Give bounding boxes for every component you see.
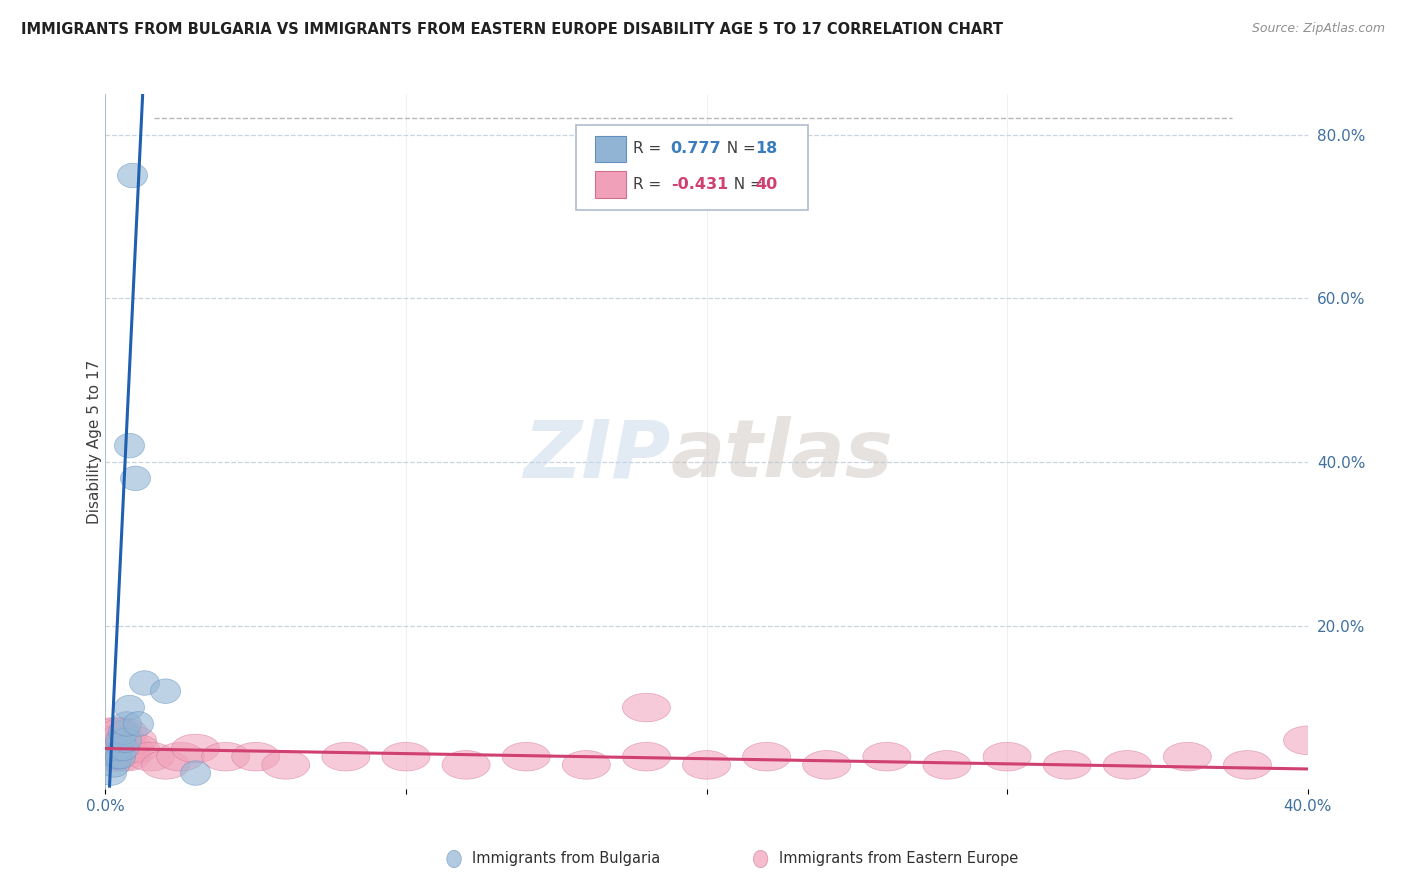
Ellipse shape bbox=[97, 761, 127, 785]
Ellipse shape bbox=[105, 734, 153, 763]
Ellipse shape bbox=[108, 736, 139, 761]
Text: R =: R = bbox=[633, 142, 666, 156]
Ellipse shape bbox=[84, 726, 132, 755]
Ellipse shape bbox=[172, 734, 219, 763]
Ellipse shape bbox=[623, 742, 671, 771]
Text: -0.431: -0.431 bbox=[671, 178, 728, 192]
Ellipse shape bbox=[121, 467, 150, 491]
Ellipse shape bbox=[983, 742, 1031, 771]
Ellipse shape bbox=[232, 742, 280, 771]
Ellipse shape bbox=[103, 736, 132, 761]
Text: R =: R = bbox=[633, 178, 666, 192]
Ellipse shape bbox=[114, 434, 145, 458]
Ellipse shape bbox=[322, 742, 370, 771]
Ellipse shape bbox=[87, 718, 135, 747]
Ellipse shape bbox=[562, 750, 610, 780]
Ellipse shape bbox=[127, 742, 174, 771]
Ellipse shape bbox=[1223, 750, 1271, 780]
Ellipse shape bbox=[1284, 726, 1331, 755]
Text: 18: 18 bbox=[755, 142, 778, 156]
Ellipse shape bbox=[97, 726, 145, 755]
Text: ZIP: ZIP bbox=[523, 417, 671, 494]
Ellipse shape bbox=[108, 726, 156, 755]
Ellipse shape bbox=[97, 742, 145, 771]
Ellipse shape bbox=[87, 734, 135, 763]
Ellipse shape bbox=[124, 712, 153, 736]
Text: Immigrants from Bulgaria: Immigrants from Bulgaria bbox=[472, 852, 661, 866]
Ellipse shape bbox=[103, 745, 132, 769]
Y-axis label: Disability Age 5 to 17: Disability Age 5 to 17 bbox=[87, 359, 101, 524]
Ellipse shape bbox=[382, 742, 430, 771]
Ellipse shape bbox=[100, 734, 148, 763]
Ellipse shape bbox=[1104, 750, 1152, 780]
Ellipse shape bbox=[201, 742, 250, 771]
Text: Source: ZipAtlas.com: Source: ZipAtlas.com bbox=[1251, 22, 1385, 36]
Text: 40: 40 bbox=[755, 178, 778, 192]
Ellipse shape bbox=[111, 734, 159, 763]
Ellipse shape bbox=[93, 734, 142, 763]
Ellipse shape bbox=[114, 695, 145, 720]
Ellipse shape bbox=[90, 726, 139, 755]
Ellipse shape bbox=[441, 750, 491, 780]
Ellipse shape bbox=[682, 750, 731, 780]
Ellipse shape bbox=[108, 720, 139, 745]
Text: N =: N = bbox=[724, 178, 768, 192]
Ellipse shape bbox=[105, 745, 135, 769]
Ellipse shape bbox=[93, 718, 142, 747]
Ellipse shape bbox=[103, 742, 150, 771]
Text: atlas: atlas bbox=[671, 417, 893, 494]
Ellipse shape bbox=[100, 753, 129, 777]
Ellipse shape bbox=[863, 742, 911, 771]
Ellipse shape bbox=[180, 761, 211, 785]
Ellipse shape bbox=[803, 750, 851, 780]
Ellipse shape bbox=[150, 679, 180, 704]
Ellipse shape bbox=[502, 742, 550, 771]
Ellipse shape bbox=[1043, 750, 1091, 780]
Ellipse shape bbox=[922, 750, 972, 780]
Ellipse shape bbox=[754, 850, 768, 868]
Ellipse shape bbox=[262, 750, 309, 780]
Ellipse shape bbox=[111, 712, 142, 736]
Ellipse shape bbox=[156, 742, 205, 771]
Ellipse shape bbox=[100, 718, 148, 747]
Ellipse shape bbox=[118, 163, 148, 188]
Text: Immigrants from Eastern Europe: Immigrants from Eastern Europe bbox=[779, 852, 1018, 866]
Ellipse shape bbox=[742, 742, 790, 771]
Text: N =: N = bbox=[717, 142, 761, 156]
Ellipse shape bbox=[90, 742, 139, 771]
Ellipse shape bbox=[623, 693, 671, 722]
Ellipse shape bbox=[129, 671, 159, 695]
Ellipse shape bbox=[447, 850, 461, 868]
Text: IMMIGRANTS FROM BULGARIA VS IMMIGRANTS FROM EASTERN EUROPE DISABILITY AGE 5 TO 1: IMMIGRANTS FROM BULGARIA VS IMMIGRANTS F… bbox=[21, 22, 1002, 37]
Text: 0.777: 0.777 bbox=[671, 142, 721, 156]
Ellipse shape bbox=[1163, 742, 1212, 771]
Ellipse shape bbox=[105, 728, 135, 753]
Ellipse shape bbox=[111, 728, 142, 753]
Ellipse shape bbox=[142, 750, 190, 780]
